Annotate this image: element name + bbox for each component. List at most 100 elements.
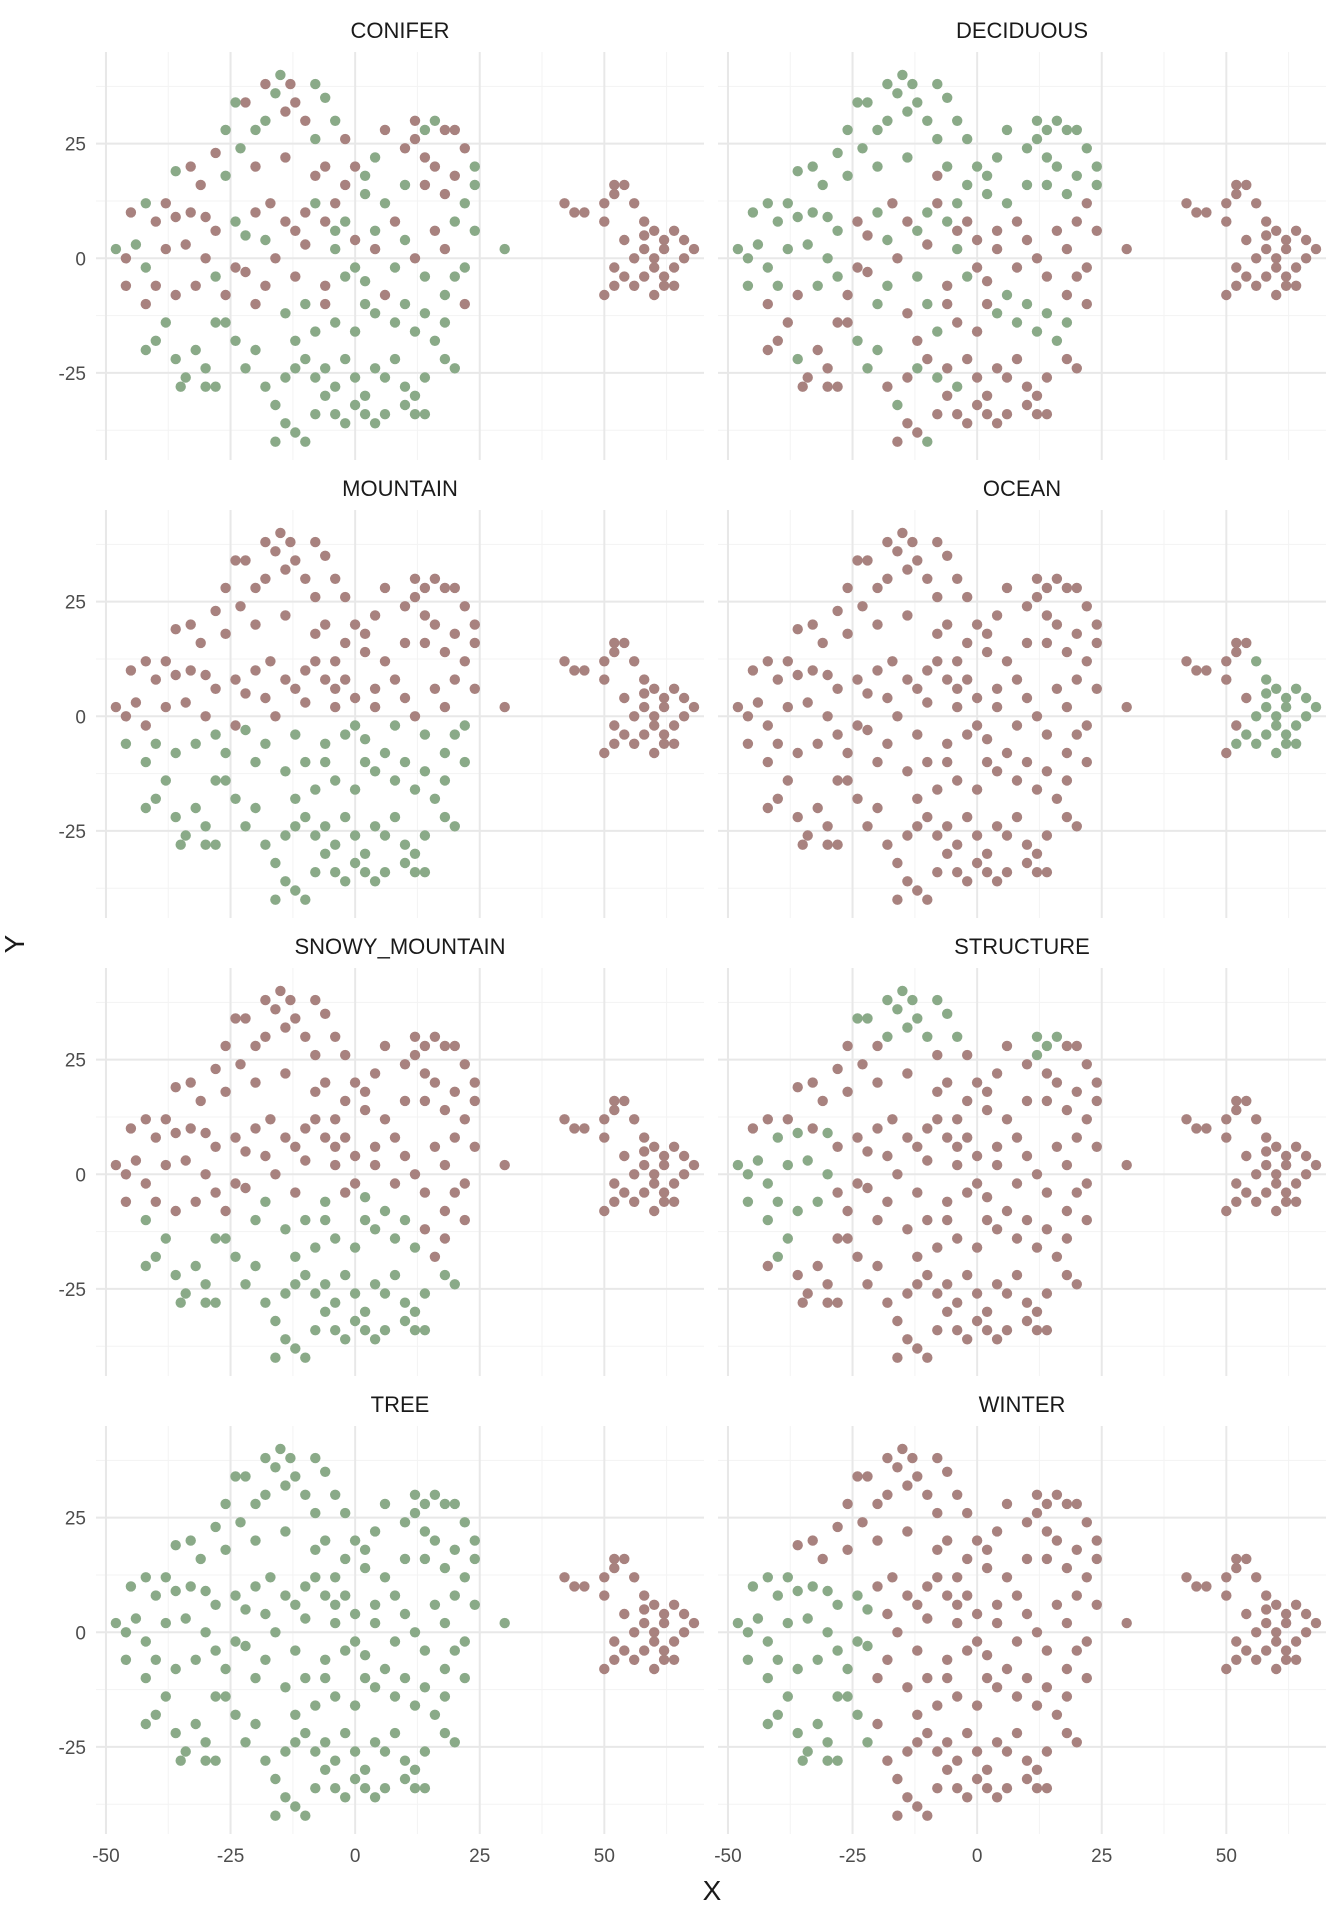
scatter-point — [160, 1114, 171, 1125]
scatter-point — [459, 1636, 470, 1647]
scatter-point — [802, 372, 813, 383]
scatter-point — [1121, 243, 1132, 255]
scatter-point — [449, 1498, 460, 1510]
scatter-point — [270, 1004, 281, 1015]
scatter-point — [449, 1279, 460, 1290]
scatter-point — [1271, 1169, 1282, 1180]
scatter-point — [668, 1599, 680, 1611]
scatter-point — [942, 1737, 953, 1748]
scatter-point — [1201, 1581, 1212, 1592]
scatter-point — [320, 1132, 331, 1143]
scatter-point — [1021, 1095, 1033, 1107]
scatter-point — [1221, 1132, 1232, 1143]
scatter-point — [419, 271, 431, 282]
scatter-point — [120, 1196, 132, 1208]
scatter-point — [668, 262, 680, 273]
scatter-point — [349, 1636, 361, 1647]
scatter-point — [832, 317, 843, 328]
scatter-point — [792, 1205, 803, 1217]
scatter-point — [330, 243, 341, 255]
scatter-point — [792, 353, 803, 365]
scatter-point — [922, 665, 933, 676]
scatter-point — [658, 738, 670, 749]
scatter-point — [449, 1737, 460, 1748]
scatter-point — [310, 198, 321, 209]
scatter-point — [872, 1672, 883, 1684]
facet-panel: DECIDUOUS — [718, 18, 1326, 460]
scatter-point — [942, 390, 953, 401]
scatter-point — [369, 876, 381, 887]
scatter-point — [310, 1507, 321, 1519]
scatter-point — [125, 1581, 137, 1592]
scatter-point — [1271, 289, 1282, 301]
scatter-point — [230, 1590, 241, 1601]
scatter-point — [1021, 179, 1033, 191]
scatter-point — [349, 161, 361, 172]
scatter-point — [320, 280, 331, 291]
scatter-point — [792, 166, 803, 177]
scatter-point — [952, 701, 963, 713]
scatter-point — [579, 207, 590, 218]
scatter-point — [599, 1572, 610, 1583]
scatter-point — [330, 683, 341, 694]
scatter-point — [330, 381, 341, 392]
scatter-point — [280, 830, 291, 841]
scatter-point — [1001, 1040, 1013, 1052]
scatter-point — [1011, 262, 1023, 273]
scatter-point — [792, 811, 803, 823]
scatter-point — [320, 1008, 331, 1019]
scatter-point — [872, 298, 883, 310]
scatter-point — [902, 830, 913, 841]
scatter-point — [409, 711, 421, 722]
scatter-point — [469, 161, 480, 172]
scatter-point — [419, 1783, 431, 1794]
scatter-point — [200, 211, 211, 223]
scatter-point — [1201, 1123, 1212, 1134]
scatter-point — [1051, 161, 1063, 172]
scatter-point — [892, 711, 903, 722]
scatter-point — [260, 994, 271, 1006]
scatter-point — [1300, 711, 1312, 722]
scatter-point — [599, 198, 610, 209]
scatter-point — [1021, 1608, 1033, 1620]
scatter-point — [330, 1599, 341, 1611]
scatter-point — [952, 683, 963, 694]
scatter-point — [782, 775, 793, 786]
scatter-point — [1001, 198, 1013, 209]
scatter-point — [772, 1654, 783, 1666]
scatter-point — [1061, 353, 1073, 365]
scatter-point — [882, 1755, 893, 1766]
scatter-point — [862, 1737, 873, 1748]
scatter-point — [1041, 409, 1053, 420]
scatter-point — [310, 784, 321, 795]
scatter-point — [1081, 298, 1093, 310]
scatter-point — [912, 1141, 923, 1153]
scatter-point — [747, 207, 759, 218]
scatter-point — [140, 198, 151, 209]
scatter-point — [812, 1718, 823, 1730]
panel-title: OCEAN — [983, 476, 1061, 501]
scatter-point — [180, 1155, 191, 1166]
scatter-point — [981, 1192, 993, 1203]
scatter-point — [320, 674, 331, 685]
scatter-point — [832, 271, 843, 282]
scatter-point — [210, 1141, 221, 1153]
scatter-point — [782, 243, 793, 255]
scatter-point — [1091, 179, 1103, 191]
scatter-point — [942, 550, 953, 561]
scatter-point — [942, 1590, 953, 1601]
facet-panel: STRUCTURE — [718, 934, 1326, 1376]
scatter-point — [230, 262, 241, 273]
scatter-point — [1041, 830, 1053, 841]
scatter-point — [991, 418, 1003, 429]
scatter-point — [340, 1645, 351, 1656]
scatter-point — [459, 1572, 470, 1583]
scatter-point — [359, 1325, 371, 1336]
scatter-point — [991, 1141, 1003, 1153]
scatter-point — [260, 573, 271, 584]
scatter-point — [290, 335, 301, 346]
scatter-point — [1261, 688, 1272, 699]
scatter-point — [449, 1187, 460, 1198]
scatter-point — [569, 1123, 580, 1134]
